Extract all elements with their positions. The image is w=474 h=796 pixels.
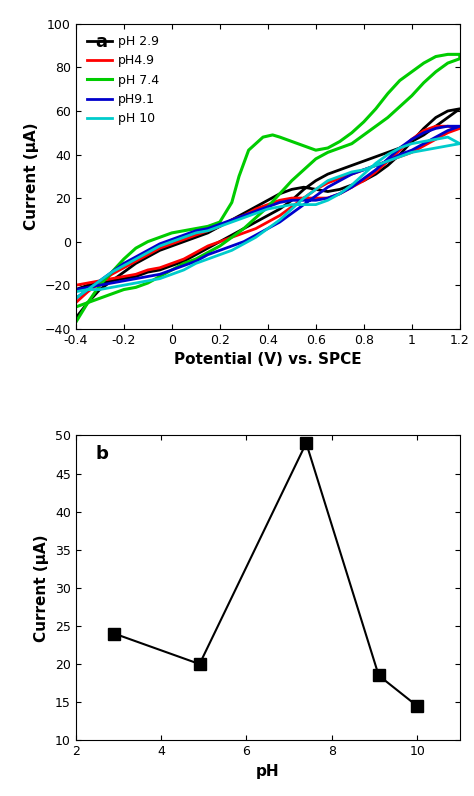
pH 2.9 [121, 274, 127, 283]
pH 7.4 [385, 89, 391, 99]
pH4.9 [229, 232, 235, 242]
pH 7.4 [73, 302, 79, 312]
pH 10 [229, 245, 235, 255]
pH 2.9 [133, 259, 139, 268]
Y-axis label: Current (μA): Current (μA) [24, 123, 39, 230]
pH 7.4 [421, 58, 427, 68]
pH 7.4 [73, 318, 79, 327]
pH 7.4 [445, 49, 451, 59]
pH9.1 [121, 276, 127, 286]
pH 10 [121, 280, 127, 290]
pH 2.9 [457, 104, 463, 114]
pH9.1 [229, 241, 235, 251]
pH 7.4 [169, 228, 174, 238]
pH9.1 [73, 285, 79, 295]
Line: pH 2.9: pH 2.9 [76, 109, 460, 318]
pH9.1 [313, 196, 319, 205]
pH4.9 [265, 200, 271, 209]
pH9.1 [265, 202, 271, 212]
pH 2.9 [409, 137, 415, 146]
Line: pH4.9: pH4.9 [76, 127, 460, 302]
pH4.9 [409, 135, 415, 144]
pH 10 [445, 132, 451, 142]
pH9.1 [73, 294, 79, 303]
pH 7.4 [193, 224, 199, 233]
X-axis label: pH: pH [256, 763, 280, 778]
Y-axis label: Current (μA): Current (μA) [35, 534, 49, 642]
pH 2.9 [73, 285, 79, 295]
pH 10 [265, 205, 271, 214]
Legend: pH 2.9, pH4.9, pH 7.4, pH9.1, pH 10: pH 2.9, pH4.9, pH 7.4, pH9.1, pH 10 [82, 30, 164, 130]
pH4.9 [121, 271, 127, 281]
pH 10 [73, 294, 79, 303]
Text: b: b [95, 445, 108, 462]
Line: pH 7.4: pH 7.4 [76, 54, 460, 322]
pH4.9 [313, 193, 319, 203]
pH 10 [133, 254, 139, 263]
pH 7.4 [253, 213, 259, 222]
pH 2.9 [73, 313, 79, 322]
pH 2.9 [229, 230, 235, 240]
pH9.1 [409, 135, 415, 144]
pH4.9 [133, 256, 139, 266]
pH4.9 [73, 280, 79, 290]
pH9.1 [445, 122, 451, 131]
Text: a: a [95, 33, 107, 51]
pH4.9 [433, 122, 438, 131]
pH 10 [313, 200, 319, 209]
X-axis label: Potential (V) vs. SPCE: Potential (V) vs. SPCE [174, 352, 362, 367]
pH 10 [73, 287, 79, 296]
pH9.1 [133, 252, 139, 262]
Line: pH 10: pH 10 [76, 137, 460, 298]
pH 7.4 [121, 285, 127, 295]
Line: pH9.1: pH9.1 [76, 127, 460, 298]
pH 2.9 [313, 185, 319, 194]
pH 2.9 [265, 196, 271, 205]
pH4.9 [73, 298, 79, 307]
pH 10 [409, 139, 415, 148]
